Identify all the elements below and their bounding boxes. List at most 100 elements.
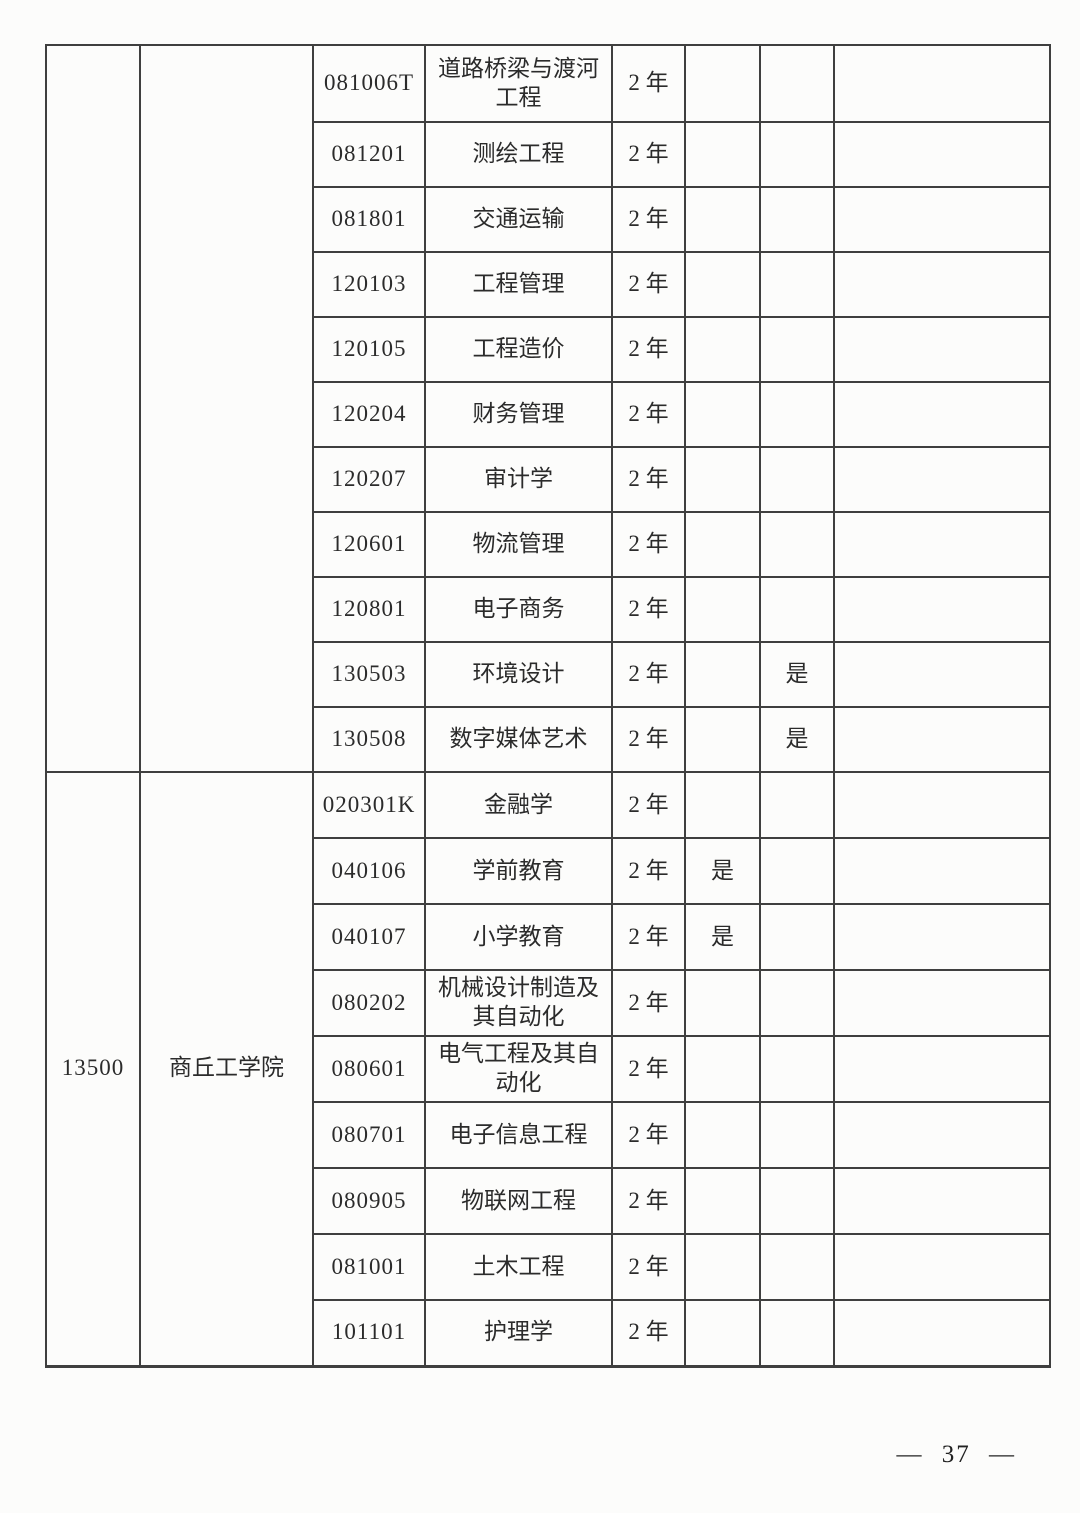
duration-cell: 2 年 xyxy=(611,1035,686,1103)
remark-cell xyxy=(833,446,1051,513)
table-row: 13500 商丘工学院 020301K 金融学 2 年 xyxy=(45,771,1051,1367)
major-code-cell: 081006T xyxy=(312,44,426,123)
majors-table-body: 081006T 道路桥梁与渡河工程 2 年 081201 测绘工程 2 年 081801 交通… xyxy=(45,44,1051,1367)
remark-cell xyxy=(833,576,1051,643)
major-name-cell: 审计学 xyxy=(424,446,613,513)
major-code-cell: 120105 xyxy=(312,316,426,383)
remark-cell xyxy=(833,837,1051,905)
duration-cell: 2 年 xyxy=(611,381,686,448)
major-code-cell: 120204 xyxy=(312,381,426,448)
major-name-cell: 环境设计 xyxy=(424,641,613,708)
major-code-cell: 130508 xyxy=(312,706,426,773)
major-name-cell: 测绘工程 xyxy=(424,121,613,188)
duration-cell: 2 年 xyxy=(611,771,686,839)
flag1-cell: 是 xyxy=(684,903,761,971)
table-row: 080905 物联网工程 2 年 xyxy=(46,1167,1051,1235)
table-row: 080701 电子信息工程 2 年 xyxy=(46,1101,1051,1169)
duration-cell: 2 年 xyxy=(611,969,686,1037)
flag2-cell xyxy=(759,969,835,1037)
flag1-cell xyxy=(684,706,761,773)
table-row: 120207 审计学 2 年 xyxy=(46,446,1051,513)
duration-cell: 2 年 xyxy=(611,511,686,578)
table-row: 080202 机械设计制造及其自动化 2 年 xyxy=(46,969,1051,1037)
flag1-cell xyxy=(684,121,761,188)
major-name-cell: 机械设计制造及其自动化 xyxy=(424,969,613,1037)
major-code-cell: 120601 xyxy=(312,511,426,578)
major-code-cell: 081201 xyxy=(312,121,426,188)
major-name-cell: 道路桥梁与渡河工程 xyxy=(424,44,613,123)
duration-cell: 2 年 xyxy=(611,1101,686,1169)
duration-cell: 2 年 xyxy=(611,1299,686,1367)
major-name-cell: 土木工程 xyxy=(424,1233,613,1301)
table-row: 120103 工程管理 2 年 xyxy=(46,251,1051,318)
table-row: 080601 电气工程及其自动化 2 年 xyxy=(46,1035,1051,1103)
flag2-cell xyxy=(759,837,835,905)
school-name-cell: 商丘工学院 xyxy=(139,771,314,1367)
major-code-cell: 040107 xyxy=(312,903,426,971)
remark-cell xyxy=(833,381,1051,448)
remark-cell xyxy=(833,1035,1051,1103)
table-row: 040106 学前教育 2 年是 xyxy=(46,837,1051,905)
remark-cell xyxy=(833,316,1051,383)
flag2-cell: 是 xyxy=(759,706,835,773)
table-row: 130503 环境设计 2 年 是 xyxy=(46,641,1051,708)
school-name-cell xyxy=(139,44,314,773)
major-name-cell: 工程造价 xyxy=(424,316,613,383)
major-code-cell: 081001 xyxy=(312,1233,426,1301)
remark-cell xyxy=(833,121,1051,188)
major-code-cell: 080202 xyxy=(312,969,426,1037)
major-name-cell: 物流管理 xyxy=(424,511,613,578)
page-number: — 37 — xyxy=(896,1441,1016,1468)
major-name-cell: 财务管理 xyxy=(424,381,613,448)
flag1-cell xyxy=(684,446,761,513)
duration-cell: 2 年 xyxy=(611,251,686,318)
flag2-cell xyxy=(759,771,835,839)
flag1-cell xyxy=(684,316,761,383)
duration-cell: 2 年 xyxy=(611,316,686,383)
school-code-cell: 13500 xyxy=(45,771,141,1367)
flag1-cell xyxy=(684,381,761,448)
flag2-cell xyxy=(759,1167,835,1235)
flag1-cell xyxy=(684,641,761,708)
flag1-cell xyxy=(684,186,761,253)
flag2-cell xyxy=(759,316,835,383)
table-row: 081801 交通运输 2 年 xyxy=(46,186,1051,253)
duration-cell: 2 年 xyxy=(611,121,686,188)
major-name-cell: 电子信息工程 xyxy=(424,1101,613,1169)
flag1-cell xyxy=(684,251,761,318)
table-row: 081006T 道路桥梁与渡河工程 2 年 xyxy=(45,44,1051,773)
flag2-cell xyxy=(759,1299,835,1367)
flag2-cell xyxy=(759,121,835,188)
table-row: 040107 小学教育 2 年是 xyxy=(46,903,1051,971)
flag1-cell xyxy=(684,1299,761,1367)
major-code-cell: 080701 xyxy=(312,1101,426,1169)
flag2-cell: 是 xyxy=(759,641,835,708)
remark-cell xyxy=(833,771,1051,839)
table-row: 120801 电子商务 2 年 xyxy=(46,576,1051,643)
flag2-cell xyxy=(759,186,835,253)
remark-cell xyxy=(833,706,1051,773)
major-code-cell: 101101 xyxy=(312,1299,426,1367)
major-code-cell: 130503 xyxy=(312,641,426,708)
table-row: 120204 财务管理 2 年 xyxy=(46,381,1051,448)
major-name-cell: 护理学 xyxy=(424,1299,613,1367)
major-code-cell: 120207 xyxy=(312,446,426,513)
flag2-cell xyxy=(759,251,835,318)
duration-cell: 2 年 xyxy=(611,706,686,773)
major-name-cell: 金融学 xyxy=(424,771,613,839)
duration-cell: 2 年 xyxy=(611,576,686,643)
duration-cell: 2 年 xyxy=(611,446,686,513)
table-row: 120105 工程造价 2 年 xyxy=(46,316,1051,383)
duration-cell: 2 年 xyxy=(611,903,686,971)
flag1-cell xyxy=(684,771,761,839)
remark-cell xyxy=(833,1101,1051,1169)
table-row: 081201 测绘工程 2 年 xyxy=(46,121,1051,188)
table-row: 130508 数字媒体艺术 2 年 是 xyxy=(46,706,1051,773)
major-code-cell: 081801 xyxy=(312,186,426,253)
major-code-cell: 020301K xyxy=(312,771,426,839)
duration-cell: 2 年 xyxy=(611,1167,686,1235)
remark-cell xyxy=(833,903,1051,971)
flag1-cell xyxy=(684,1035,761,1103)
flag1-cell: 是 xyxy=(684,837,761,905)
